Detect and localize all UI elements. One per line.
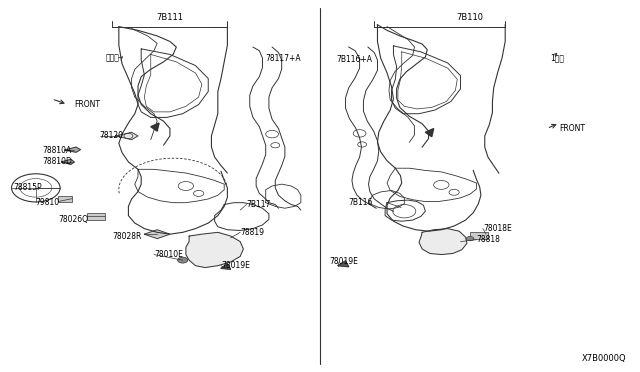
Text: 1販売: 1販売	[550, 54, 564, 62]
Text: 7B117: 7B117	[246, 200, 271, 209]
Text: 78818: 78818	[476, 235, 500, 244]
Bar	[87, 213, 105, 220]
Text: FRONT: FRONT	[559, 124, 586, 133]
Text: 78810A: 78810A	[42, 146, 72, 155]
Text: 7B110: 7B110	[456, 13, 484, 22]
Polygon shape	[61, 159, 74, 164]
Polygon shape	[338, 261, 349, 267]
Text: 78120: 78120	[100, 131, 124, 141]
Text: 78028R: 78028R	[113, 231, 142, 241]
Text: 78019E: 78019E	[330, 257, 358, 266]
Text: 78019E: 78019E	[221, 261, 250, 270]
Text: 78117+A: 78117+A	[266, 54, 301, 62]
Text: 7B116+A: 7B116+A	[336, 55, 372, 64]
Polygon shape	[426, 129, 434, 137]
Text: 78010E: 78010E	[154, 250, 183, 259]
Polygon shape	[419, 229, 467, 254]
Text: 78018E: 78018E	[483, 224, 511, 233]
Circle shape	[467, 236, 474, 241]
Text: 78810D: 78810D	[42, 157, 72, 166]
Polygon shape	[186, 232, 243, 267]
Text: 79810: 79810	[36, 198, 60, 207]
Text: 78815P: 78815P	[13, 183, 42, 192]
Polygon shape	[116, 132, 138, 140]
Circle shape	[177, 257, 188, 263]
Polygon shape	[65, 147, 81, 152]
Bar	[470, 232, 488, 238]
Text: X7B0000Q: X7B0000Q	[582, 354, 627, 363]
Polygon shape	[145, 230, 170, 238]
Text: 7B111: 7B111	[156, 13, 184, 22]
Text: FRONT: FRONT	[74, 100, 100, 109]
Text: 78819: 78819	[240, 228, 264, 237]
Polygon shape	[221, 264, 230, 269]
Bar	[58, 196, 72, 202]
Polygon shape	[151, 123, 159, 131]
Text: 非販売: 非販売	[106, 54, 120, 62]
Text: 78026Q: 78026Q	[58, 215, 88, 224]
Text: 7B116: 7B116	[349, 198, 373, 207]
